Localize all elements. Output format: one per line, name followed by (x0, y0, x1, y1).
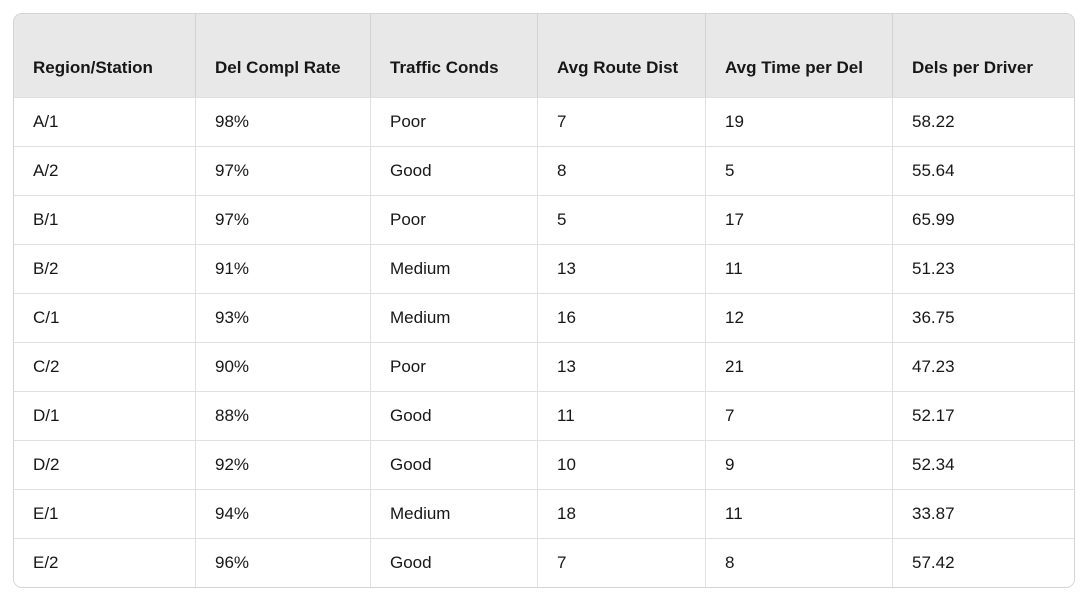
cell-del-compl-rate: 88% (195, 391, 370, 440)
table-row: E/1 94% Medium 18 11 33.87 (14, 489, 1074, 538)
cell-traffic-conds: Poor (370, 342, 537, 391)
cell-avg-route-dist: 18 (537, 489, 705, 538)
column-header-del-compl-rate: Del Compl Rate (195, 14, 370, 97)
table-header: Region/Station Del Compl Rate Traffic Co… (14, 14, 1074, 97)
cell-del-compl-rate: 90% (195, 342, 370, 391)
cell-traffic-conds: Medium (370, 244, 537, 293)
delivery-stats-table-card: Region/Station Del Compl Rate Traffic Co… (13, 13, 1075, 588)
cell-avg-route-dist: 8 (537, 146, 705, 195)
cell-avg-time-per-del: 12 (705, 293, 892, 342)
cell-traffic-conds: Medium (370, 293, 537, 342)
table-row: B/2 91% Medium 13 11 51.23 (14, 244, 1074, 293)
cell-region-station: E/2 (14, 538, 195, 587)
cell-avg-time-per-del: 19 (705, 97, 892, 146)
cell-avg-time-per-del: 8 (705, 538, 892, 587)
header-row: Region/Station Del Compl Rate Traffic Co… (14, 14, 1074, 97)
cell-traffic-conds: Poor (370, 195, 537, 244)
cell-traffic-conds: Poor (370, 97, 537, 146)
cell-region-station: D/2 (14, 440, 195, 489)
cell-region-station: C/2 (14, 342, 195, 391)
cell-region-station: E/1 (14, 489, 195, 538)
cell-del-compl-rate: 94% (195, 489, 370, 538)
table-row: B/1 97% Poor 5 17 65.99 (14, 195, 1074, 244)
cell-dels-per-driver: 55.64 (892, 146, 1074, 195)
cell-del-compl-rate: 96% (195, 538, 370, 587)
cell-dels-per-driver: 52.17 (892, 391, 1074, 440)
cell-traffic-conds: Good (370, 538, 537, 587)
cell-dels-per-driver: 58.22 (892, 97, 1074, 146)
cell-del-compl-rate: 97% (195, 146, 370, 195)
column-header-avg-time-per-del: Avg Time per Del (705, 14, 892, 97)
cell-avg-time-per-del: 5 (705, 146, 892, 195)
cell-del-compl-rate: 98% (195, 97, 370, 146)
column-header-avg-route-dist: Avg Route Dist (537, 14, 705, 97)
cell-del-compl-rate: 92% (195, 440, 370, 489)
cell-traffic-conds: Good (370, 440, 537, 489)
cell-dels-per-driver: 51.23 (892, 244, 1074, 293)
cell-avg-route-dist: 10 (537, 440, 705, 489)
cell-dels-per-driver: 36.75 (892, 293, 1074, 342)
cell-region-station: D/1 (14, 391, 195, 440)
cell-avg-time-per-del: 9 (705, 440, 892, 489)
cell-dels-per-driver: 65.99 (892, 195, 1074, 244)
cell-avg-time-per-del: 7 (705, 391, 892, 440)
column-header-dels-per-driver: Dels per Driver (892, 14, 1074, 97)
cell-avg-route-dist: 7 (537, 538, 705, 587)
table-row: A/1 98% Poor 7 19 58.22 (14, 97, 1074, 146)
cell-traffic-conds: Medium (370, 489, 537, 538)
cell-del-compl-rate: 97% (195, 195, 370, 244)
table-row: C/2 90% Poor 13 21 47.23 (14, 342, 1074, 391)
cell-region-station: A/2 (14, 146, 195, 195)
column-header-region-station: Region/Station (14, 14, 195, 97)
cell-traffic-conds: Good (370, 146, 537, 195)
cell-avg-route-dist: 16 (537, 293, 705, 342)
cell-dels-per-driver: 47.23 (892, 342, 1074, 391)
cell-dels-per-driver: 52.34 (892, 440, 1074, 489)
cell-avg-route-dist: 13 (537, 342, 705, 391)
cell-region-station: C/1 (14, 293, 195, 342)
cell-avg-route-dist: 7 (537, 97, 705, 146)
delivery-stats-table: Region/Station Del Compl Rate Traffic Co… (14, 14, 1074, 587)
cell-dels-per-driver: 33.87 (892, 489, 1074, 538)
table-row: E/2 96% Good 7 8 57.42 (14, 538, 1074, 587)
column-header-traffic-conds: Traffic Conds (370, 14, 537, 97)
cell-region-station: B/1 (14, 195, 195, 244)
cell-del-compl-rate: 91% (195, 244, 370, 293)
cell-region-station: B/2 (14, 244, 195, 293)
cell-avg-time-per-del: 21 (705, 342, 892, 391)
table-body: A/1 98% Poor 7 19 58.22 A/2 97% Good 8 5… (14, 97, 1074, 587)
table-row: C/1 93% Medium 16 12 36.75 (14, 293, 1074, 342)
cell-avg-route-dist: 11 (537, 391, 705, 440)
cell-traffic-conds: Good (370, 391, 537, 440)
table-row: D/1 88% Good 11 7 52.17 (14, 391, 1074, 440)
cell-avg-time-per-del: 11 (705, 244, 892, 293)
cell-dels-per-driver: 57.42 (892, 538, 1074, 587)
table-row: D/2 92% Good 10 9 52.34 (14, 440, 1074, 489)
cell-del-compl-rate: 93% (195, 293, 370, 342)
cell-avg-time-per-del: 17 (705, 195, 892, 244)
cell-avg-time-per-del: 11 (705, 489, 892, 538)
table-row: A/2 97% Good 8 5 55.64 (14, 146, 1074, 195)
cell-region-station: A/1 (14, 97, 195, 146)
cell-avg-route-dist: 13 (537, 244, 705, 293)
cell-avg-route-dist: 5 (537, 195, 705, 244)
